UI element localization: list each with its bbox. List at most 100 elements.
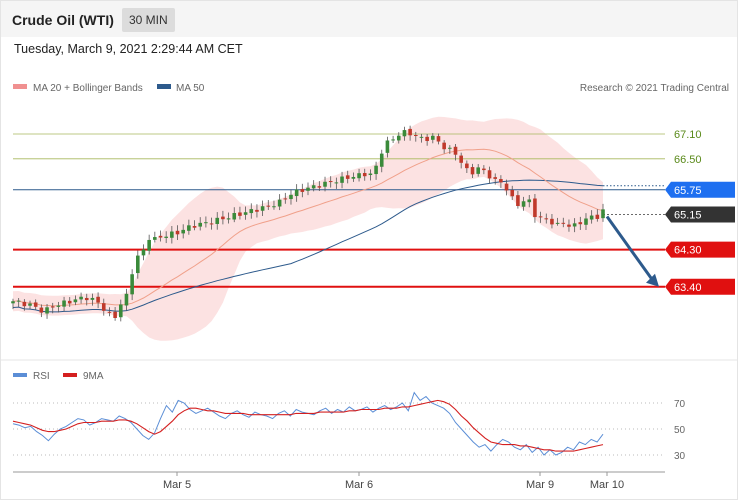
timestamp: Tuesday, March 9, 2021 2:29:44 AM CET xyxy=(14,42,243,56)
level-label-4: 64.30 xyxy=(674,245,702,257)
candle xyxy=(504,179,509,196)
candle xyxy=(311,180,316,192)
timeframe-badge[interactable]: 30 MIN xyxy=(122,8,175,32)
legend-rsi-ma-swatch xyxy=(63,373,77,377)
instrument-title: Crude Oil (WTI) xyxy=(12,12,114,28)
candle xyxy=(272,200,276,210)
ma20-line xyxy=(12,148,604,307)
rsi-label-50: 50 xyxy=(674,425,686,436)
candle xyxy=(136,250,140,279)
level-tag-4 xyxy=(665,241,735,258)
candle xyxy=(527,195,532,208)
candle xyxy=(260,200,265,216)
forecast-arrow xyxy=(605,215,659,287)
candle xyxy=(572,218,577,233)
candle xyxy=(396,132,401,144)
candle xyxy=(538,211,543,223)
rsi-ma-line xyxy=(12,399,604,452)
level-label-0: 67.10 xyxy=(674,129,702,141)
candle xyxy=(340,171,344,189)
candle xyxy=(550,213,554,229)
candle xyxy=(226,212,231,224)
ma50-line xyxy=(12,179,604,313)
candle xyxy=(368,169,373,181)
candle xyxy=(249,203,254,219)
level-label-2: 65.75 xyxy=(674,185,702,197)
candle xyxy=(453,143,458,161)
legend-rsi-ma: 9MA xyxy=(83,371,104,382)
candle xyxy=(39,304,44,318)
candle xyxy=(124,288,129,311)
rsi-label-70: 70 xyxy=(674,399,686,410)
candle xyxy=(561,217,566,228)
candle xyxy=(22,299,27,311)
candle xyxy=(306,182,310,196)
candle xyxy=(459,152,463,169)
candle xyxy=(73,295,78,306)
candle xyxy=(118,299,123,322)
candle xyxy=(113,307,117,321)
candle xyxy=(362,168,367,181)
candle xyxy=(243,206,248,220)
rsi-label-30: 30 xyxy=(674,451,686,462)
candle xyxy=(187,219,191,235)
candle xyxy=(385,136,390,158)
chart-header: Crude Oil (WTI) 30 MIN xyxy=(1,1,737,37)
candle xyxy=(374,161,378,180)
candle xyxy=(555,217,560,226)
candle xyxy=(425,134,429,146)
candle xyxy=(101,298,106,316)
candle xyxy=(567,219,571,232)
bollinger-band xyxy=(13,116,603,341)
candle xyxy=(50,302,55,314)
candle xyxy=(204,216,208,228)
level-labels: 67.10 66.50 65.75 65.15 64.30 63.40 xyxy=(665,129,735,295)
candle xyxy=(96,292,100,309)
candle xyxy=(408,125,412,141)
candle xyxy=(510,185,515,201)
candle xyxy=(499,175,503,189)
candle xyxy=(209,217,214,230)
candle xyxy=(33,299,38,310)
candle xyxy=(289,189,293,205)
candle xyxy=(158,230,163,242)
candle xyxy=(379,149,384,173)
legend-ma20-swatch xyxy=(13,84,27,89)
level-tag-2 xyxy=(665,181,735,198)
candle xyxy=(283,192,288,204)
candle xyxy=(181,224,185,239)
candle xyxy=(221,210,225,225)
rsi-line xyxy=(12,391,604,456)
legend-ma20: MA 20 + Bollinger Bands xyxy=(33,83,143,94)
forecast-arrow-shaft xyxy=(605,215,655,282)
candle xyxy=(442,140,446,154)
candle xyxy=(465,160,469,173)
candle xyxy=(67,297,72,307)
x-tick-label: Mar 5 xyxy=(163,479,191,491)
candle xyxy=(487,166,492,184)
candle xyxy=(436,133,441,145)
candle xyxy=(28,300,32,309)
candle xyxy=(317,181,322,192)
candle xyxy=(147,234,151,255)
candle xyxy=(170,226,174,244)
candle xyxy=(448,145,452,154)
candle xyxy=(62,296,66,312)
candle xyxy=(470,163,475,178)
candle xyxy=(357,168,361,182)
candle xyxy=(544,213,549,224)
level-tag-5 xyxy=(665,278,735,295)
legend-ma50-swatch xyxy=(157,84,171,89)
candle xyxy=(11,298,15,310)
candle xyxy=(130,269,134,301)
candle xyxy=(266,200,271,210)
candle xyxy=(482,165,486,175)
level-label-3: 65.15 xyxy=(674,210,702,222)
x-ticks: Mar 5 Mar 6 Mar 9 Mar 10 xyxy=(163,472,624,491)
candle xyxy=(476,164,480,177)
candle xyxy=(45,304,49,319)
candle xyxy=(328,176,333,188)
candle xyxy=(419,133,424,143)
